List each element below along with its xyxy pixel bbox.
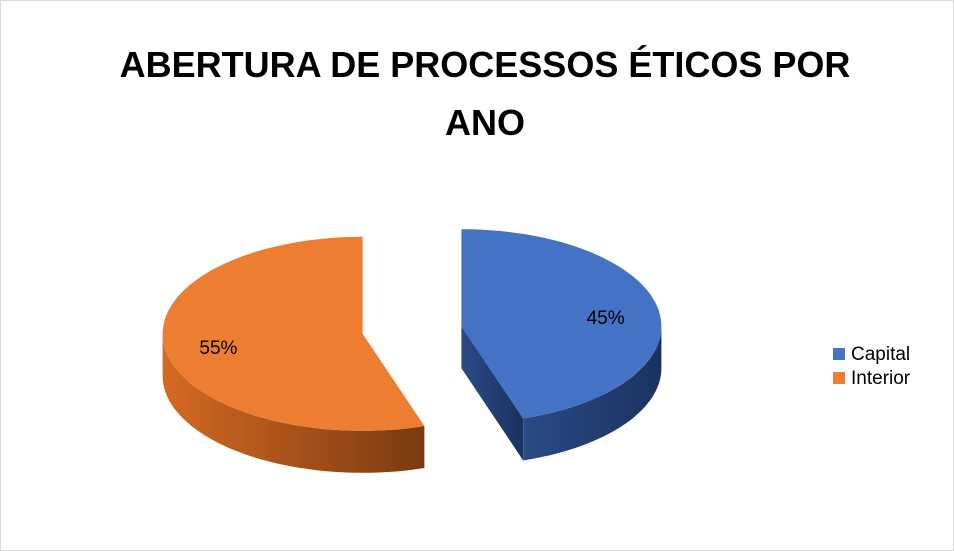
slice-side [162, 333, 425, 473]
legend-swatch [833, 372, 845, 384]
data-label: 55% [199, 338, 237, 359]
slice [162, 236, 425, 431]
slice [461, 229, 662, 419]
chart-title: ABERTURA DE PROCESSOS ÉTICOS POR ANO [119, 44, 851, 143]
slice-side [523, 326, 662, 461]
data-label: 45% [587, 308, 625, 329]
legend-label: Capital [851, 344, 910, 365]
legend-label: Interior [851, 368, 911, 389]
legend-swatch [833, 348, 845, 360]
slice-cut-face [461, 326, 524, 461]
